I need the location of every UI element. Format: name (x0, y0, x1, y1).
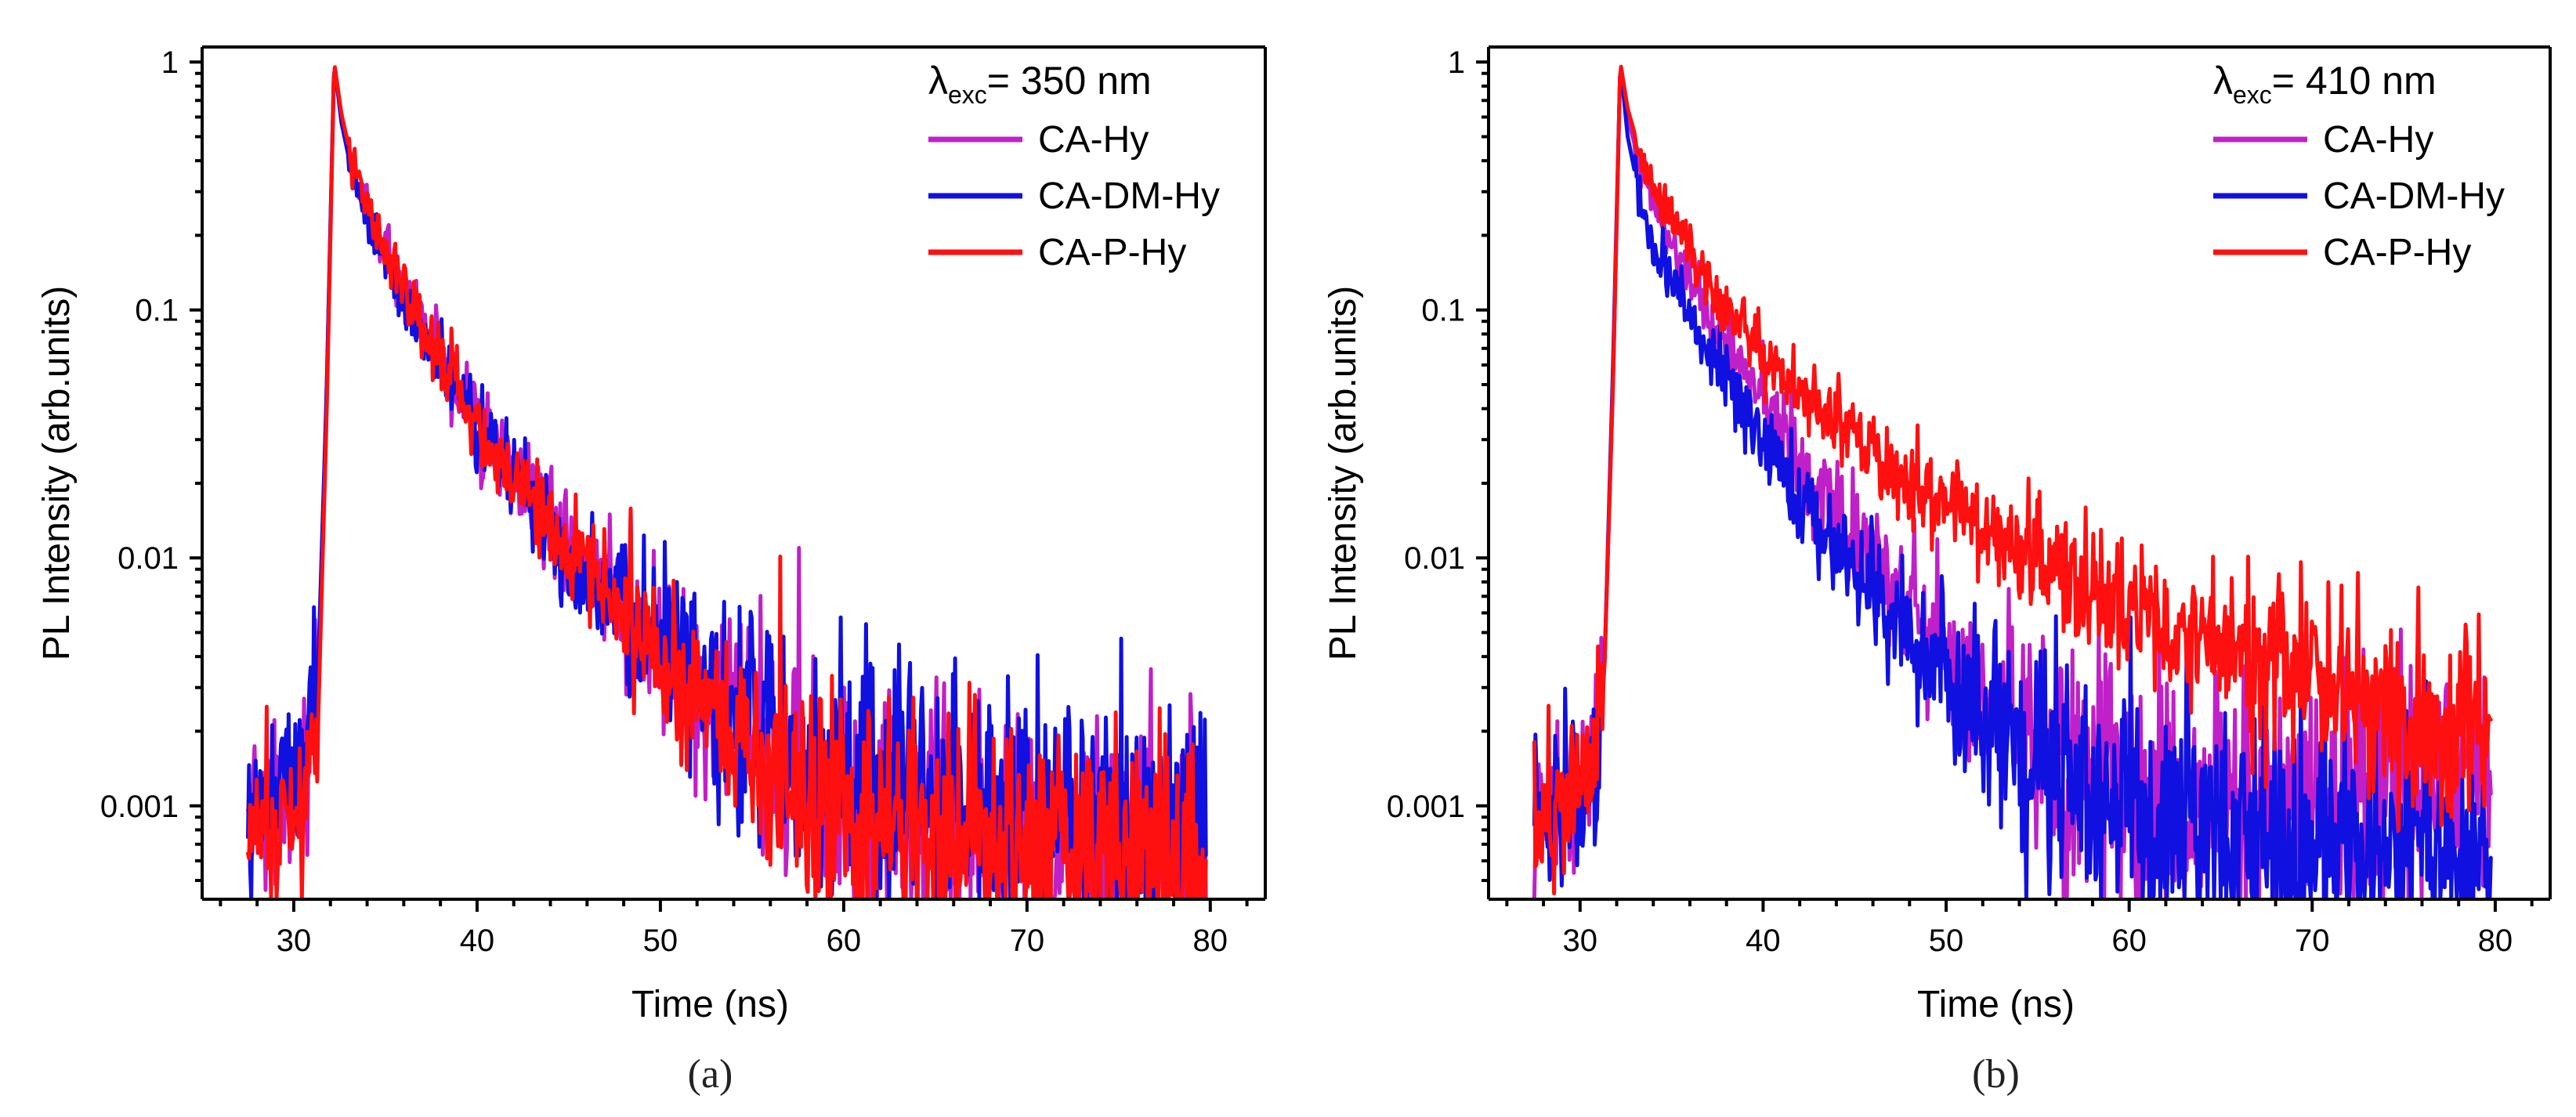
panel-b: 30 40 50 60 70 80 1 0.1 0.01 0.001 Time (ns) PL Int… (1322, 45, 2552, 1097)
x-tick-label: 50 (643, 924, 678, 958)
x-tick-label: 70 (1010, 924, 1045, 958)
legend: λexc= 410 nm CA-Hy CA-DM-Hy CA-P-Hy (2213, 59, 2505, 273)
legend-entry: CA-P-Hy (2323, 232, 2471, 273)
legend: λexc= 350 nm CA-Hy CA-DM-Hy CA-P-Hy (928, 59, 1220, 273)
x-tick-label: 80 (1193, 924, 1228, 958)
legend-header: λexc= 350 nm (928, 59, 1152, 109)
x-tick-label: 60 (2111, 924, 2147, 958)
y-tick-label: 0.1 (1421, 294, 1465, 328)
x-axis-title: Time (ns) (1917, 984, 2075, 1025)
x-tick-label: 30 (1563, 924, 1598, 958)
y-tick-label: 0.01 (1404, 541, 1465, 576)
y-axis-title: PL Intensity (arb.units) (36, 286, 78, 660)
y-tick-label: 0.001 (1387, 790, 1465, 824)
legend-entry: CA-DM-Hy (2323, 175, 2505, 217)
legend-entry: CA-P-Hy (1038, 232, 1186, 273)
y-tick-label: 0.001 (100, 790, 179, 824)
legend-header: λexc= 410 nm (2213, 59, 2437, 109)
series-line-ca-dm-hy (1532, 67, 2493, 899)
x-tick-label: 80 (2478, 924, 2513, 958)
series-line-ca-p-hy (1532, 64, 2493, 896)
series-group (1532, 64, 2493, 899)
panel-a: 30 40 50 60 70 80 1 0.1 0.01 0.001 Time (ns) PL Int… (36, 45, 1267, 1097)
x-tick-label: 30 (277, 924, 312, 958)
x-tick-label: 60 (827, 924, 862, 958)
panel-caption: (b) (1972, 1052, 2020, 1097)
x-tick-label: 40 (1746, 924, 1781, 958)
y-tick-label: 0.1 (135, 294, 179, 328)
x-axis-title: Time (ns) (631, 984, 789, 1025)
legend-entry: CA-Hy (1038, 119, 1149, 161)
legend-entry: CA-Hy (2323, 119, 2433, 161)
x-tick-label: 40 (460, 924, 495, 958)
x-tick-label: 50 (1929, 924, 1964, 958)
y-tick-label: 0.01 (118, 541, 179, 576)
y-axis-title: PL Intensity (arb.units) (1322, 286, 1364, 660)
x-tick-label: 70 (2295, 924, 2330, 958)
legend-entry: CA-DM-Hy (1038, 175, 1220, 217)
series-line-ca-p-hy (246, 65, 1208, 899)
y-tick-label: 1 (1448, 45, 1465, 80)
series-line-ca-hy (1532, 65, 2493, 899)
series-group (246, 65, 1208, 899)
panel-caption: (a) (688, 1052, 733, 1097)
y-tick-label: 1 (161, 45, 179, 80)
